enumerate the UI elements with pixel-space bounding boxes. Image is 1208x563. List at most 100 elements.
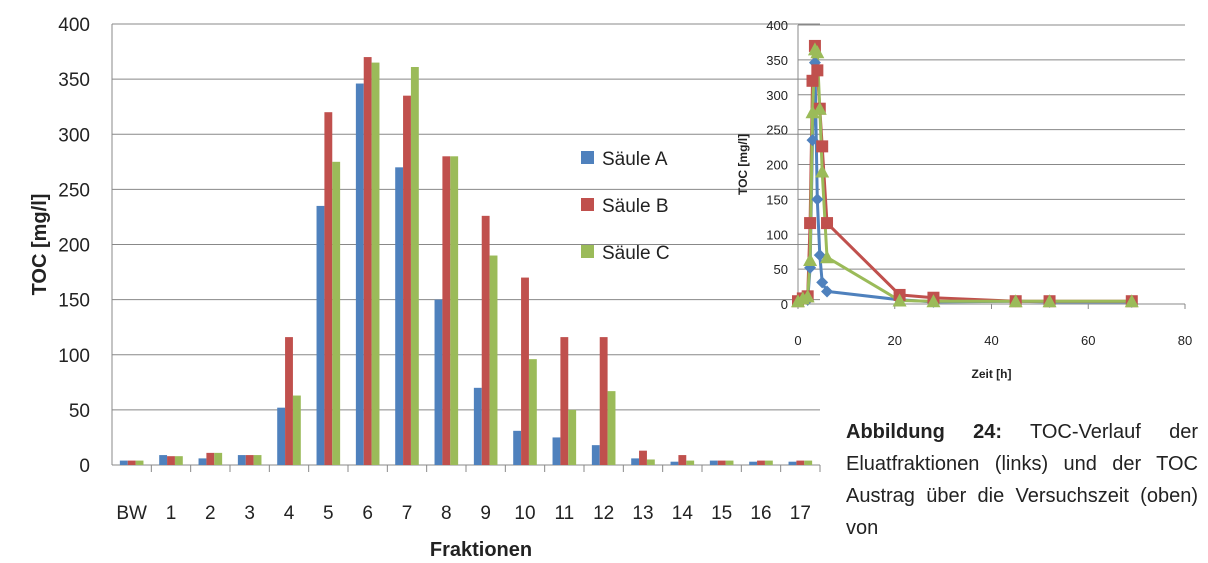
data-point bbox=[1124, 294, 1139, 308]
figure-caption: Abbildung 24: TOC-Verlauf der Eluatfrakt… bbox=[846, 416, 1198, 544]
series-line bbox=[797, 44, 1132, 303]
bar bbox=[481, 215, 490, 465]
bar bbox=[788, 461, 797, 465]
y-tick-label: 0 bbox=[781, 297, 788, 312]
y-tick-label: 50 bbox=[774, 262, 788, 277]
bar bbox=[403, 95, 411, 465]
x-tick-label: 6 bbox=[362, 503, 373, 524]
caption-label: Abbildung 24: bbox=[846, 421, 1003, 443]
y-tick-label: 300 bbox=[766, 88, 788, 103]
bar bbox=[167, 456, 175, 465]
bar bbox=[709, 460, 718, 465]
x-tick-label: 10 bbox=[514, 503, 535, 524]
x-tick-label: 60 bbox=[1081, 333, 1095, 348]
bar bbox=[277, 407, 286, 465]
bar bbox=[489, 255, 498, 465]
bar bbox=[363, 57, 372, 465]
x-tick-label: 0 bbox=[794, 333, 801, 348]
x-tick-label: 13 bbox=[632, 503, 653, 524]
series-line bbox=[797, 61, 1132, 304]
legend-label: Säule B bbox=[602, 196, 669, 217]
bar bbox=[764, 460, 773, 465]
x-tick-label: 2 bbox=[205, 503, 216, 524]
y-tick-label: 100 bbox=[766, 227, 788, 242]
y-tick-label: 400 bbox=[766, 18, 788, 33]
bar bbox=[442, 156, 451, 466]
caption-text: TOC-Verlauf der Eluatfraktionen (links) … bbox=[846, 421, 1198, 539]
bar bbox=[796, 460, 805, 465]
x-tick-label: 7 bbox=[402, 503, 413, 524]
data-point bbox=[806, 134, 819, 147]
x-tick-label: 12 bbox=[593, 503, 614, 524]
data-point bbox=[806, 74, 819, 87]
bar bbox=[717, 460, 726, 465]
bar bbox=[198, 458, 207, 465]
bar bbox=[686, 460, 695, 465]
y-tick-label: 350 bbox=[766, 53, 788, 68]
x-axis-title: Fraktionen bbox=[430, 539, 532, 561]
bar bbox=[214, 452, 223, 465]
bar bbox=[631, 458, 640, 465]
bar bbox=[757, 460, 765, 465]
bar bbox=[410, 66, 419, 465]
line-chart: 0 50 100 150 200 250 300 350 400 0 20 40 60 80 TOC [mg… bbox=[736, 18, 1192, 381]
bar bbox=[513, 430, 522, 465]
y-tick-label: 250 bbox=[766, 123, 788, 138]
y-tick-label: 200 bbox=[58, 236, 90, 257]
data-point bbox=[820, 250, 835, 264]
data-point bbox=[804, 217, 817, 230]
bar bbox=[450, 156, 459, 466]
data-point bbox=[821, 285, 834, 298]
x-tick-label: BW bbox=[116, 503, 147, 524]
bar bbox=[332, 161, 341, 465]
y-tick-label: 50 bbox=[69, 401, 90, 422]
data-point bbox=[1042, 294, 1057, 308]
y-tick-label: 400 bbox=[58, 15, 90, 36]
data-point bbox=[816, 140, 829, 153]
data-point bbox=[812, 101, 827, 115]
x-tick-label: 9 bbox=[480, 503, 491, 524]
x-tick-label: 80 bbox=[1178, 333, 1192, 348]
y-tick-label: 250 bbox=[58, 180, 90, 201]
bar bbox=[599, 337, 608, 465]
x-tick-label: 3 bbox=[244, 503, 255, 524]
x-tick-label: 16 bbox=[750, 503, 771, 524]
bar bbox=[159, 455, 168, 465]
bar bbox=[292, 395, 301, 465]
data-point bbox=[803, 253, 818, 267]
bar bbox=[473, 387, 482, 465]
y-tick-label: 100 bbox=[58, 346, 90, 367]
legend-swatch bbox=[581, 151, 594, 164]
bar bbox=[355, 83, 364, 465]
y-axis-title: TOC [mg/l] bbox=[29, 194, 51, 296]
bar bbox=[607, 391, 616, 465]
series-line bbox=[797, 47, 1132, 303]
legend-label: Säule C bbox=[602, 243, 670, 264]
y-tick-label: 300 bbox=[58, 125, 90, 146]
data-point bbox=[805, 105, 820, 119]
bar bbox=[528, 359, 537, 465]
data-point bbox=[800, 289, 815, 303]
bar bbox=[206, 452, 215, 465]
bar bbox=[639, 450, 647, 465]
bar bbox=[670, 461, 679, 465]
data-point bbox=[1008, 294, 1023, 308]
legend-label: Säule A bbox=[602, 149, 668, 170]
legend-swatch bbox=[581, 198, 594, 211]
x-tick-label: 14 bbox=[672, 503, 694, 524]
x-tick-label: 15 bbox=[711, 503, 732, 524]
data-point bbox=[926, 294, 941, 308]
bar bbox=[434, 299, 443, 465]
y-tick-label: 200 bbox=[766, 158, 788, 173]
y-tick-label: 350 bbox=[58, 70, 90, 91]
bar bbox=[127, 460, 136, 465]
x-tick-label: 1 bbox=[166, 503, 177, 524]
bar bbox=[521, 277, 529, 465]
x-tick-label: 5 bbox=[323, 503, 334, 524]
data-point bbox=[816, 276, 829, 289]
y-tick-label: 150 bbox=[58, 291, 90, 312]
bar bbox=[678, 455, 687, 465]
x-tick-label: 11 bbox=[554, 503, 574, 524]
x-tick-label: 17 bbox=[790, 503, 811, 524]
x-tick-label: 40 bbox=[984, 333, 998, 348]
